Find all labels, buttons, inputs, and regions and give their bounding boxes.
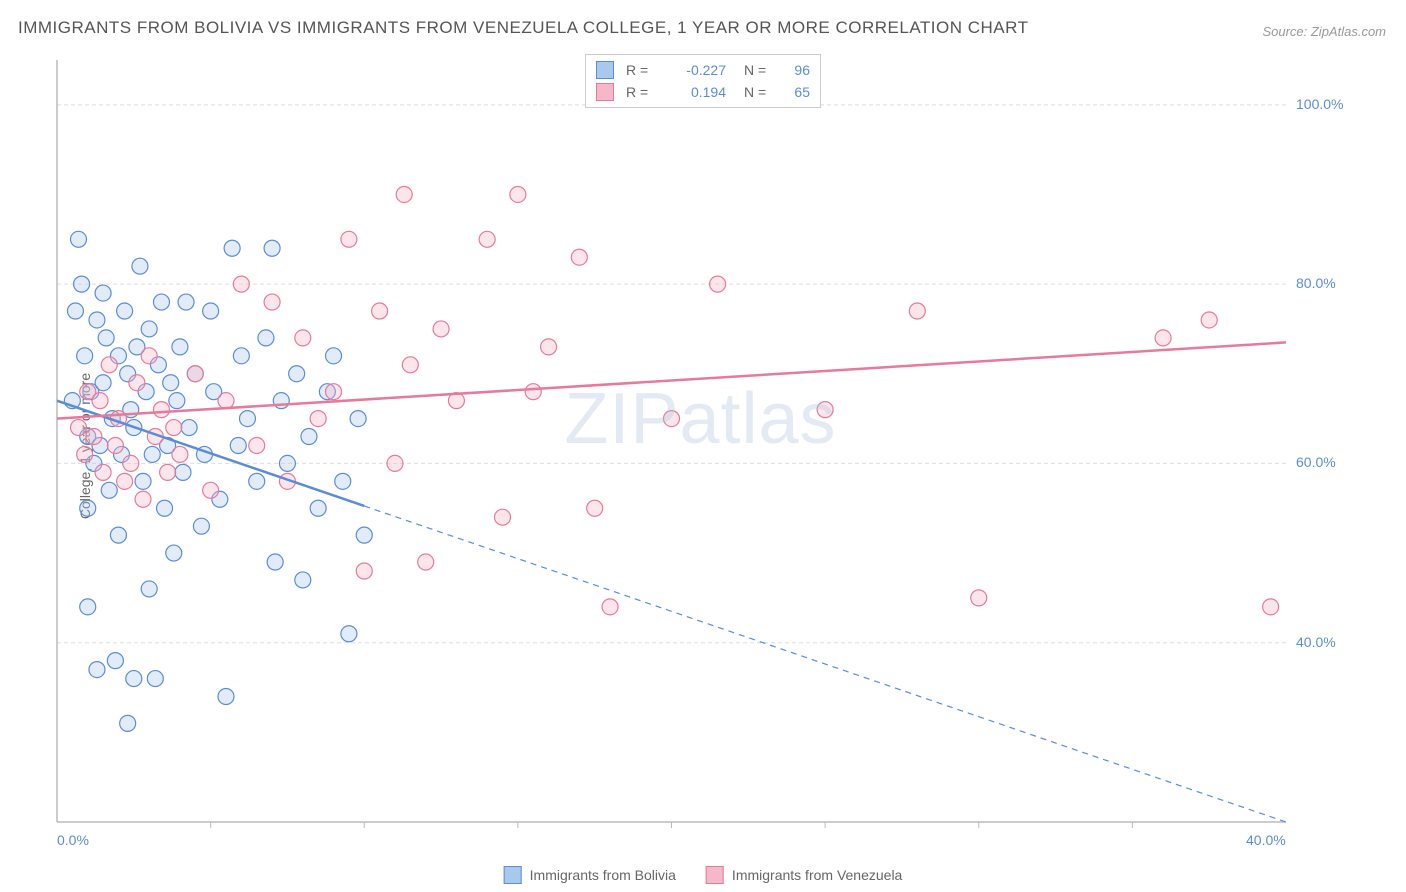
legend-venezuela-n: 65 xyxy=(782,84,810,100)
legend-venezuela-r: 0.194 xyxy=(666,84,726,100)
legend-r-label: R = xyxy=(626,84,658,100)
legend-bolivia-name: Immigrants from Bolivia xyxy=(530,867,676,883)
legend-top-row-bolivia: R = -0.227 N = 96 xyxy=(596,59,810,81)
venezuela-swatch-icon xyxy=(706,866,724,884)
y-tick-label: 80.0% xyxy=(1296,275,1336,291)
legend-venezuela-name: Immigrants from Venezuela xyxy=(732,867,902,883)
chart-svg xyxy=(55,50,1346,852)
legend-n-label: N = xyxy=(744,62,774,78)
y-tick-label: 100.0% xyxy=(1296,96,1343,112)
legend-n-label: N = xyxy=(744,84,774,100)
y-tick-label: 40.0% xyxy=(1296,634,1336,650)
legend-r-label: R = xyxy=(626,62,658,78)
bolivia-swatch-icon xyxy=(596,61,614,79)
chart-plot-area: ZIPatlas 40.0%60.0%80.0%100.0%0.0%40.0% xyxy=(55,50,1346,852)
bolivia-swatch-icon xyxy=(504,866,522,884)
legend-bolivia-r: -0.227 xyxy=(666,62,726,78)
legend-bottom: Immigrants from Bolivia Immigrants from … xyxy=(504,866,903,884)
legend-top-row-venezuela: R = 0.194 N = 65 xyxy=(596,81,810,103)
x-tick-label: 40.0% xyxy=(1246,832,1286,848)
legend-top: R = -0.227 N = 96 R = 0.194 N = 65 xyxy=(585,54,821,108)
y-tick-label: 60.0% xyxy=(1296,454,1336,470)
x-tick-label: 0.0% xyxy=(57,832,89,848)
venezuela-swatch-icon xyxy=(596,83,614,101)
chart-title: IMMIGRANTS FROM BOLIVIA VS IMMIGRANTS FR… xyxy=(18,18,1029,38)
legend-bottom-bolivia: Immigrants from Bolivia xyxy=(504,866,676,884)
legend-bolivia-n: 96 xyxy=(782,62,810,78)
source-label: Source: ZipAtlas.com xyxy=(1262,24,1386,39)
legend-bottom-venezuela: Immigrants from Venezuela xyxy=(706,866,902,884)
